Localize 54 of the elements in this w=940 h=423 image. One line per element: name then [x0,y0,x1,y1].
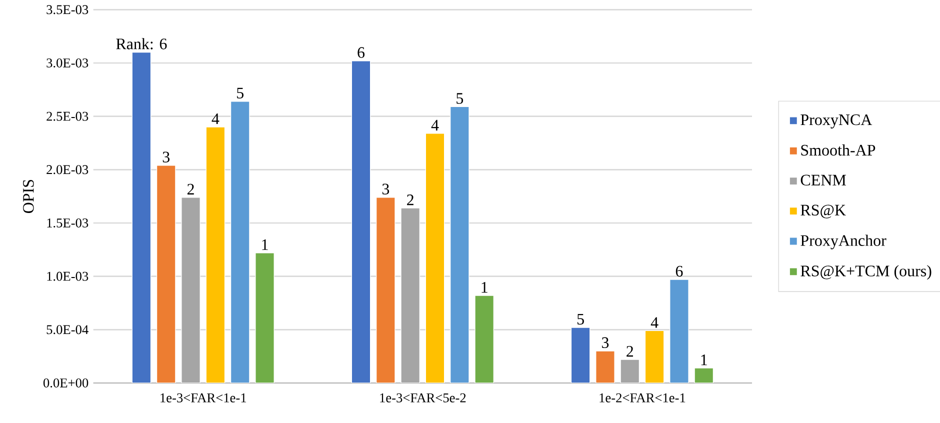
annotation: 3 [162,152,170,162]
legend-label: Smooth-AP [801,144,876,156]
bar [230,101,250,383]
bar [474,295,494,383]
bar [156,165,176,383]
y-tick-label: 0.0E+00 [43,378,88,388]
annotation: 1 [482,282,488,293]
bar [450,106,470,383]
annotation: 3 [602,337,609,348]
y-tick-label: 1.0E-03 [47,272,88,281]
bar [425,133,445,383]
bar [570,327,590,383]
annotation: 2 [187,184,194,194]
x-tick-label: 1e-3<FAR<5e-2 [380,393,466,402]
annotation: 1 [701,354,707,366]
annotation: 6 [358,47,365,58]
bar [670,279,689,383]
legend-label: RS@K+TCM (ours) [800,265,932,280]
y-tick-label: 3.0E-03 [46,58,88,68]
annotation: 6 [676,266,683,277]
annotation: 4 [212,114,220,124]
bar [376,197,396,383]
legend-label: ProxyAnchor [800,234,886,250]
annotation: 2 [407,194,414,206]
bar [620,359,640,383]
y-tick-label: 5.0E-04 [46,325,88,334]
annotation: 4 [431,120,439,130]
bar [255,252,274,383]
annotation: 5 [577,314,584,325]
y-tick-label: 2.0E-03 [46,165,88,174]
y-axis-title: OPIS [23,180,34,214]
bar [351,60,371,383]
bar [400,208,420,383]
y-tick-label: 3.5E-03 [46,5,88,14]
bar [694,368,714,383]
y-tick-label: 1.5E-03 [47,218,88,228]
x-tick-label: 1e-2<FAR<1e-1 [600,393,686,402]
legend-label: RS@K [800,204,846,218]
annotation: 4 [650,317,658,328]
annotation: 5 [237,88,244,98]
legend-label: ProxyNCA [800,114,872,128]
y-tick-label: 2.5E-03 [46,112,88,121]
annotation: Rank: 6 [116,38,167,50]
annotation: 3 [382,184,390,194]
bar [181,197,200,383]
bar [206,126,226,383]
bar [132,52,152,383]
legend-label: CENM [800,174,846,186]
x-tick-label: 1e-3<FAR<1e-1 [160,393,246,402]
annotation: 5 [456,93,464,104]
annotation: 1 [262,239,268,250]
bar [596,350,615,383]
annotation: 2 [626,346,633,357]
bar [644,330,664,383]
